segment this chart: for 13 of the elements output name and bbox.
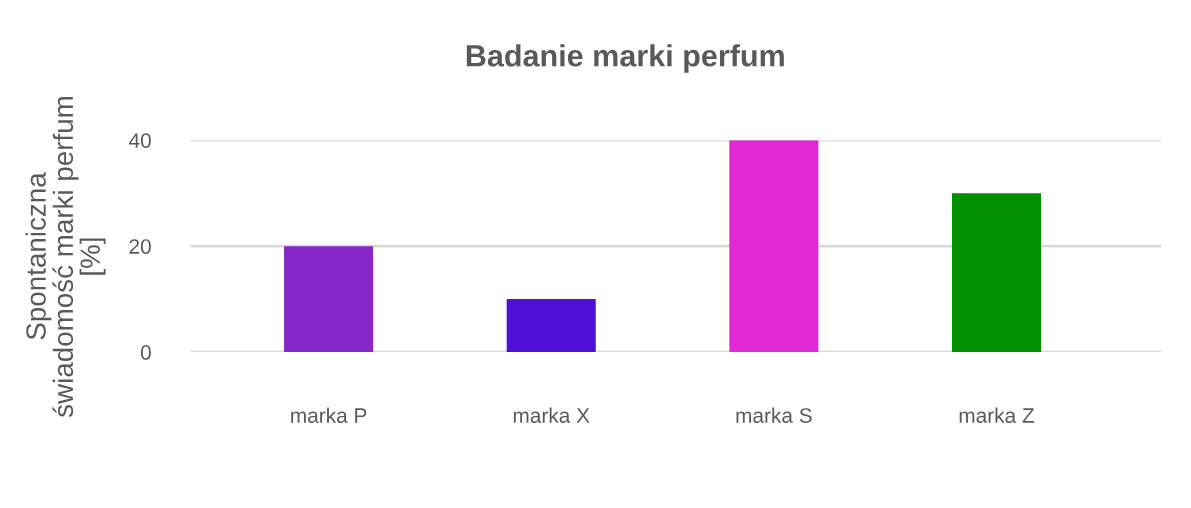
bar	[729, 140, 819, 353]
y-axis-title: Spontaniczna świadomość marki perfum [%]	[25, 97, 106, 418]
y-tick-label: 0	[140, 345, 151, 360]
x-tick-label: marka Z	[959, 407, 1035, 423]
bar	[284, 246, 374, 353]
y-tick-label: 40	[128, 133, 151, 148]
bar	[506, 299, 596, 353]
x-tick-label: marka P	[291, 407, 367, 423]
y-tick-label: 20	[129, 239, 151, 254]
x-tick-label: marka S	[736, 407, 812, 423]
bar	[951, 193, 1041, 353]
x-tick-label: marka X	[513, 407, 590, 423]
chart-title: Badanie marki perfum	[466, 44, 784, 73]
